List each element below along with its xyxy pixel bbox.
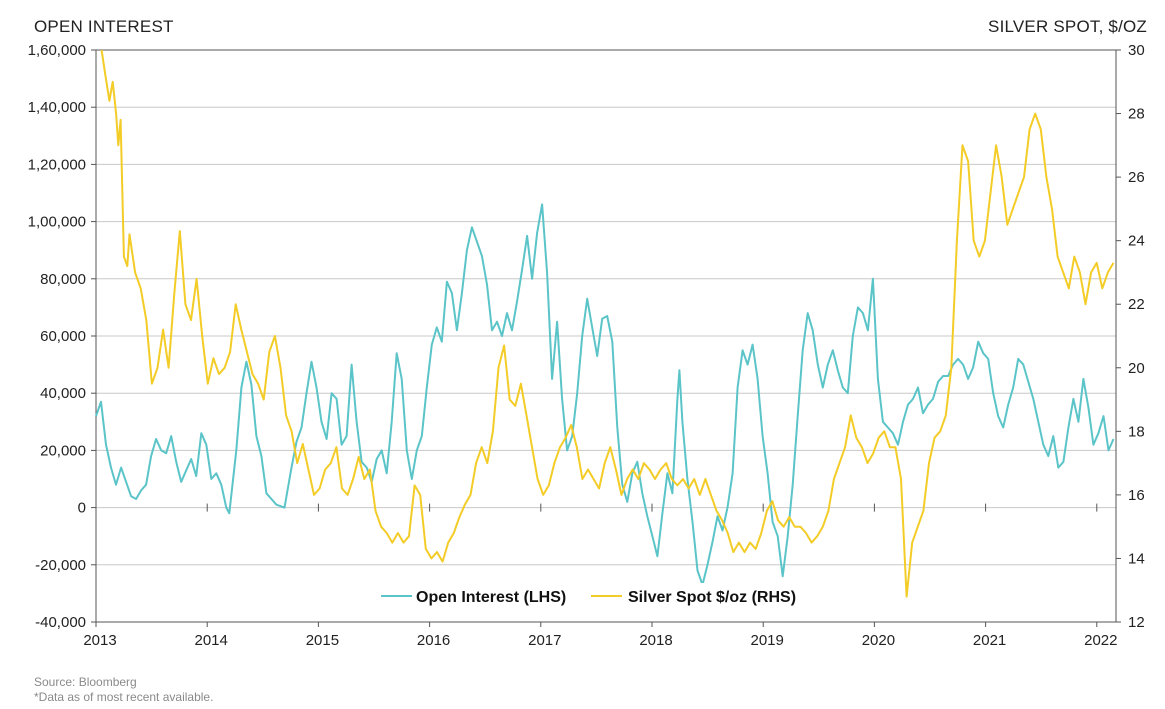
left-axis-title: OPEN INTEREST (34, 17, 174, 36)
left-tick-label: 60,000 (40, 328, 86, 345)
x-tick-label: 2014 (195, 632, 228, 649)
x-tick-label: 2015 (306, 632, 339, 649)
left-tick-label: 1,20,000 (28, 156, 86, 173)
left-tick-label: 0 (78, 500, 86, 517)
left-tick-label: 1,40,000 (28, 99, 86, 116)
x-tick-label: 2019 (751, 632, 784, 649)
x-tick-label: 2021 (973, 632, 1006, 649)
series-line-open-interest (95, 203, 1115, 586)
x-tick-label: 2018 (639, 632, 672, 649)
right-axis-title: SILVER SPOT, $/OZ (988, 17, 1147, 36)
right-tick-label: 26 (1128, 169, 1145, 186)
right-tick-label: 12 (1128, 614, 1145, 631)
left-tick-label: -40,000 (35, 614, 86, 631)
legend-label-open-interest: Open Interest (LHS) (416, 589, 566, 606)
data-footnote: *Data as of most recent available. (34, 690, 214, 704)
source-note: Source: Bloomberg (34, 675, 137, 689)
x-tick-label: 2013 (83, 632, 116, 649)
series-line-silver-spot (100, 49, 1115, 598)
x-tick-label: 2020 (862, 632, 895, 649)
x-tick-label: 2016 (417, 632, 450, 649)
right-axis: 12 14 16 18 20 22 24 26 28 30 (1116, 42, 1145, 631)
x-tick-label: 2022 (1084, 632, 1117, 649)
left-tick-label: -20,000 (35, 557, 86, 574)
right-tick-label: 22 (1128, 296, 1145, 313)
right-tick-label: 30 (1128, 42, 1145, 59)
right-tick-label: 24 (1128, 233, 1145, 250)
legend-label-silver-spot: Silver Spot $/oz (RHS) (628, 589, 796, 606)
right-tick-label: 18 (1128, 423, 1145, 440)
left-tick-label: 1,60,000 (28, 42, 86, 59)
right-tick-label: 28 (1128, 106, 1145, 123)
right-tick-label: 20 (1128, 360, 1145, 377)
right-tick-label: 14 (1128, 550, 1145, 567)
series-lines (95, 49, 1115, 598)
left-tick-label: 1,00,000 (28, 214, 86, 231)
gridlines (96, 49, 1116, 623)
left-tick-label: 40,000 (40, 385, 86, 402)
left-axis: -40,000 -20,000 0 20,000 40,000 60,000 80,000 1… (28, 42, 96, 631)
x-tick-label: 2017 (528, 632, 561, 649)
left-tick-label: 80,000 (40, 271, 86, 288)
legend: Open Interest (LHS) Silver Spot $/oz (RH… (375, 583, 825, 609)
x-axis: 2013 2014 2015 2016 2017 2018 2019 2020 2021 2022 (83, 503, 1117, 649)
left-tick-label: 20,000 (40, 442, 86, 459)
right-tick-label: 16 (1128, 487, 1145, 504)
